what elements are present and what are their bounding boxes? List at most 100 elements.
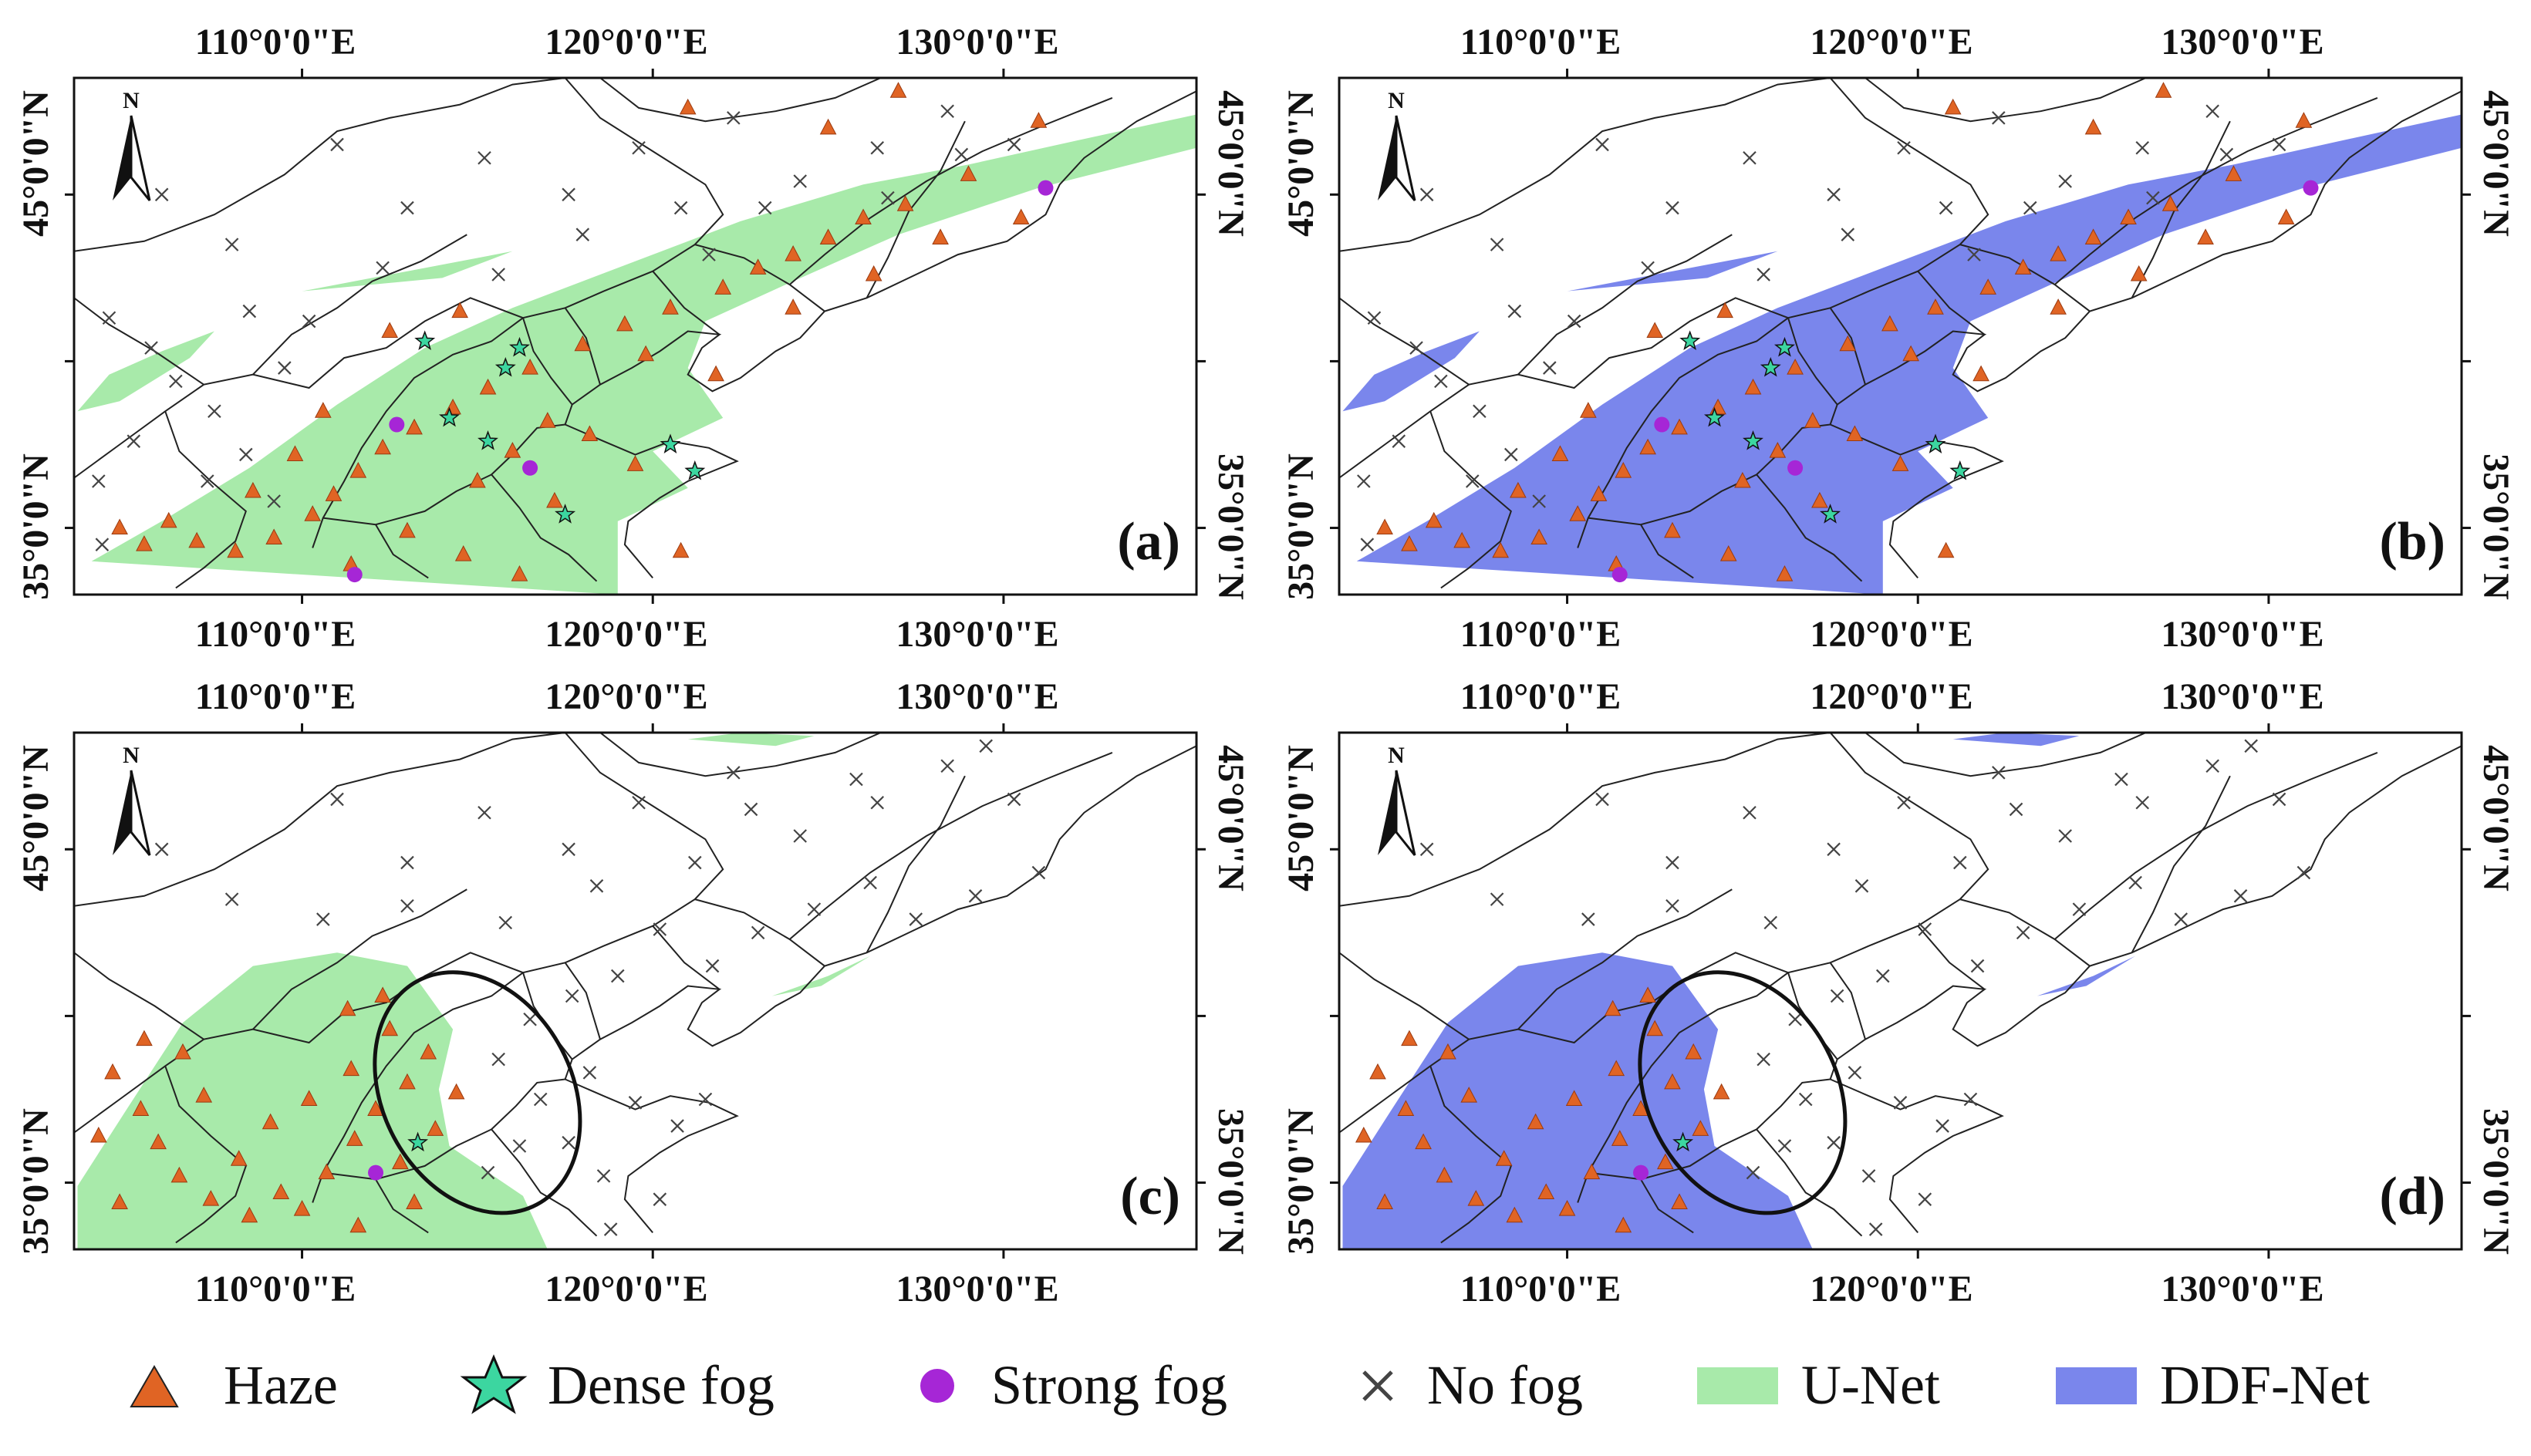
no-fog-marker [968, 889, 983, 903]
legend-label-no-fog: No fog [1427, 1354, 1583, 1416]
haze-marker [245, 481, 262, 498]
cross-line [1567, 314, 1581, 329]
panel-d: 110°0'0"E 120°0'0"E 130°0'0"E 110°0'0"E … [1281, 676, 2516, 1309]
haze-marker [662, 298, 679, 315]
no-fog-marker [498, 915, 513, 930]
no-fog-marker [1490, 238, 1504, 251]
b-fog-region [1342, 331, 1480, 412]
haze-marker [1632, 1100, 1649, 1116]
no-fog-marker [2135, 795, 2150, 810]
haze-marker [170, 1166, 188, 1183]
cross-line [562, 842, 575, 857]
cross-line [589, 879, 604, 893]
panel-a-top-lon-label: 110°0'0"E [195, 22, 356, 62]
haze-marker [262, 1113, 279, 1130]
haze-marker [136, 1030, 153, 1046]
no-fog-marker [793, 174, 807, 188]
panel-b-bottom-lon-label: 120°0'0"E [1810, 614, 1972, 655]
haze-marker [399, 521, 416, 538]
boundary-line [1829, 962, 1866, 1040]
no-fog-marker [400, 855, 414, 870]
haze-marker [406, 418, 423, 435]
boundary-line [312, 733, 724, 1203]
no-fog-marker [2205, 104, 2219, 119]
panel-c-stations [89, 739, 1046, 1236]
north-arrow-icon: N [1378, 88, 1416, 201]
boundary-line [1339, 78, 1831, 252]
strong-fog-marker [1611, 567, 1628, 583]
no-fog-marker [1763, 915, 1778, 930]
dense-fog-marker [660, 433, 681, 453]
haze-marker [479, 378, 497, 395]
no-fog-marker [940, 759, 954, 774]
no-fog-marker [2219, 147, 2234, 162]
panel-c-right-lat-label: 45°0'0"N [1210, 745, 1251, 891]
boundary-line [1577, 733, 1989, 1203]
no-fog-marker [1827, 842, 1841, 857]
cross-line [807, 902, 822, 916]
no-fog-marker [1473, 404, 1487, 419]
no-fog-marker [1543, 361, 1557, 375]
panel-d-bottom-lon-label: 130°0'0"E [2161, 1269, 2323, 1309]
no-fog-marker [1743, 150, 1757, 165]
haze-marker [626, 455, 644, 471]
boundary-line [652, 925, 720, 990]
haze-marker [195, 1087, 213, 1103]
cross-line [1868, 1222, 1883, 1236]
boundary-line [1787, 972, 1838, 1060]
cross-line [1897, 140, 1911, 155]
panel-d-right-lat-label: 45°0'0"N [2475, 745, 2516, 891]
panel-b-frame [1338, 76, 2463, 596]
north-arrow-label: N [123, 88, 140, 113]
cross-line [1743, 805, 1757, 820]
haze-marker [2014, 258, 2032, 275]
no-fog-marker [596, 1169, 611, 1183]
boundary-line [164, 1065, 247, 1244]
boundary-line [1959, 745, 2462, 967]
no-fog-marker [95, 538, 110, 551]
dense-fog-marker [1760, 356, 1781, 377]
haze-marker [1776, 565, 1794, 581]
haze-marker [1425, 511, 1443, 528]
cross-line [2205, 759, 2219, 774]
haze-marker [1639, 986, 1656, 1003]
no-fog-marker [688, 855, 702, 870]
no-fog-marker [1841, 228, 1855, 241]
cross-line [2272, 792, 2286, 807]
haze-marker [230, 1150, 248, 1166]
haze-marker [2130, 265, 2148, 281]
no-fog-marker [1918, 922, 1932, 936]
boundary-line [1429, 1065, 1512, 1244]
haze-marker [637, 345, 654, 362]
no-fog-marker [1507, 304, 1522, 318]
haze-marker [293, 1200, 311, 1216]
haze-marker [314, 402, 332, 418]
haze-marker [785, 298, 801, 315]
cross-line [1473, 404, 1487, 419]
cross-line [127, 434, 141, 448]
haze-marker [1664, 1073, 1681, 1090]
haze-marker [349, 461, 367, 478]
cross-line [208, 404, 221, 419]
panel-a: 110°0'0"E 120°0'0"E 130°0'0"E 110°0'0"E … [15, 22, 1251, 655]
cross-line [1827, 187, 1841, 202]
haze-marker [1401, 1030, 1418, 1046]
cross-line [1007, 792, 1021, 807]
no-fog-marker [909, 912, 923, 926]
no-fog-marker [807, 902, 822, 916]
highlight-ellipse [373, 970, 582, 1215]
haze-marker [749, 258, 767, 275]
no-fog-marker [849, 772, 863, 787]
panel-b-label: (b) [2379, 512, 2445, 571]
cross-line [224, 238, 239, 251]
haze-marker [339, 999, 356, 1016]
haze-marker [406, 1193, 423, 1209]
no-fog-marker [491, 1052, 505, 1067]
cross-line [2233, 889, 2248, 903]
panel-d-boundaries [1339, 733, 2462, 1244]
no-fog-marker [1757, 268, 1770, 281]
cross-line [302, 314, 316, 329]
haze-marker [707, 365, 724, 382]
cross-line [154, 187, 169, 202]
no-fog-marker [727, 111, 741, 125]
